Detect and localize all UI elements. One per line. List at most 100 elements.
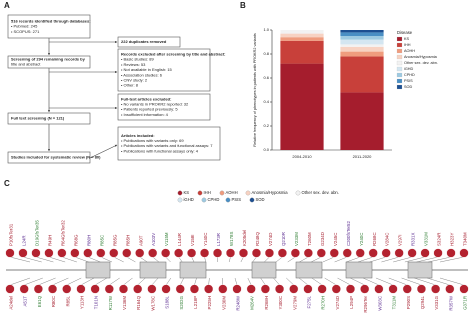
legend-swatch — [396, 54, 403, 60]
variant-label: V158I — [190, 235, 195, 246]
variant-marker — [329, 248, 339, 258]
variant-label: Q294L — [420, 295, 425, 309]
flow-text: Screening of 294 remaining records by — [11, 56, 86, 61]
legend-swatch — [396, 72, 403, 78]
variant-marker — [446, 248, 456, 258]
variant-label: E61Q — [37, 295, 42, 307]
variant-marker — [238, 248, 249, 258]
flow-box — [7, 151, 91, 164]
variant-marker — [104, 284, 114, 294]
legend-marker — [295, 190, 301, 196]
variant-label: F275L — [306, 295, 311, 308]
flow-arrows — [47, 38, 118, 159]
stem — [324, 277, 337, 286]
variant-marker — [416, 284, 427, 294]
stem — [139, 256, 148, 263]
variant-marker — [459, 248, 469, 258]
stem — [350, 277, 365, 286]
transmembrane-domain — [295, 261, 323, 279]
legend-swatch — [396, 66, 403, 72]
flow-text: • Other: 8 — [121, 83, 139, 88]
variant-marker — [33, 284, 43, 294]
variant-marker — [18, 248, 28, 258]
variant-marker — [199, 248, 210, 258]
stem — [381, 256, 400, 263]
variant-label: A90T — [138, 235, 143, 246]
stem — [9, 256, 31, 263]
variant-marker — [459, 284, 469, 294]
variant-marker — [251, 248, 262, 258]
stem — [100, 256, 113, 263]
stem — [334, 256, 348, 263]
stem — [393, 256, 413, 263]
stem — [38, 277, 56, 286]
bar-segment — [340, 30, 384, 33]
variant-marker — [303, 248, 313, 258]
variant-label: L144R — [177, 233, 182, 246]
variant-label: T260M — [307, 232, 312, 246]
flow-box — [117, 93, 211, 121]
transmembrane-domain — [251, 261, 277, 279]
variant-marker — [345, 284, 356, 294]
variant-marker — [96, 248, 106, 258]
flow-text: 516 records identified through databases… — [11, 18, 91, 23]
variant-label: V245C — [333, 233, 338, 246]
variant-marker — [57, 248, 67, 258]
variant-marker — [433, 248, 443, 258]
variant-label: Q210R — [281, 232, 286, 246]
variant-label: S324R — [437, 233, 442, 246]
variant-label: Y300C — [278, 296, 283, 309]
variant-label: L24R — [22, 236, 27, 247]
stem — [234, 277, 238, 286]
stem — [109, 277, 120, 286]
stem — [369, 256, 387, 263]
stem — [228, 256, 231, 263]
y-tick-label: 0.4 — [263, 99, 269, 104]
variant-marker — [5, 248, 15, 258]
variant-label: R80H — [86, 235, 91, 246]
flow-text: • SCOPUS: 271 — [11, 29, 40, 34]
flow-text: • Association studies: 6 — [121, 72, 163, 77]
variant-marker — [360, 284, 370, 294]
legend-swatch — [396, 84, 403, 90]
variant-label: R85L — [65, 295, 70, 306]
flow-text: Records excluded after screening by titl… — [121, 51, 225, 56]
variant-marker — [212, 248, 223, 258]
stem — [247, 277, 252, 286]
variant-label: R49H — [47, 235, 52, 246]
variant-label: L218P — [193, 296, 198, 309]
variant-label: V115M — [164, 232, 169, 246]
variant-marker — [218, 284, 228, 294]
stem — [260, 277, 266, 286]
flow-text: • Basic studies: 89 — [121, 57, 155, 62]
legend-swatch — [396, 60, 403, 66]
stem — [439, 256, 465, 263]
stem — [123, 277, 133, 286]
variant-label: V331M — [424, 232, 429, 246]
flow-text: • CNV study: 2 — [121, 77, 148, 82]
bar-segment — [340, 39, 384, 45]
variant-label: G371R — [463, 296, 468, 310]
panel-label: A — [4, 1, 10, 10]
bar-segment — [340, 92, 384, 150]
variant-label: C200fsTer52 — [346, 221, 351, 246]
variant-label: R80C — [51, 296, 56, 307]
variant-label: R248W — [236, 295, 241, 310]
variant-marker — [407, 248, 417, 258]
stem — [221, 277, 224, 286]
variant-marker — [260, 284, 270, 294]
stem — [165, 277, 172, 286]
stem — [240, 256, 244, 263]
flow-box — [117, 48, 211, 92]
variant-label: V274D — [268, 233, 273, 246]
variant-label: S188L — [165, 295, 170, 308]
legend-swatch — [396, 36, 403, 42]
legend-swatch — [396, 42, 403, 48]
flow-diagram: 516 records identified through databases… — [7, 14, 225, 164]
flow-text: Studies included for systematic review (… — [11, 155, 101, 160]
variant-marker — [274, 284, 285, 294]
stem — [273, 277, 280, 286]
y-tick-label: 0.8 — [263, 51, 269, 56]
stem — [66, 277, 82, 286]
flow-text: • Patients reported previously: 5 — [121, 107, 178, 112]
